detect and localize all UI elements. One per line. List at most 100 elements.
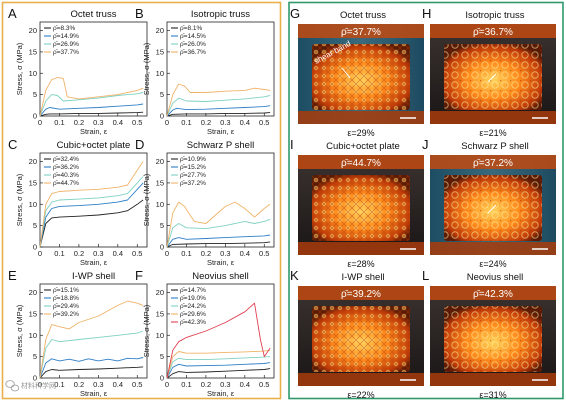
density-label: ρ̄=37.7% (341, 27, 381, 38)
y-tick-label: 10 (156, 200, 164, 209)
legend-entry: ρ̄=14.5% (180, 33, 206, 40)
series-line (166, 105, 271, 117)
x-tick-label: 0.4 (240, 249, 250, 258)
x-tick-label: 0 (165, 118, 169, 127)
legend-entry: ρ̄=15.2% (180, 164, 206, 171)
y-tick-label: 10 (29, 200, 37, 209)
y-tick-label: 0 (160, 112, 164, 121)
legend-entry: ρ̄=14.7% (180, 287, 206, 294)
chart-e: E I-WP shell 0 5 10 15 20 0 0.1 0.2 0.3 0.4 0.5 Strai… (8, 268, 148, 398)
x-axis-label: Strain, ε (207, 389, 235, 398)
legend-entry: ρ̄=19.0% (180, 295, 206, 302)
x-tick-label: 0.1 (181, 249, 191, 258)
x-tick-label: 0.4 (113, 380, 123, 389)
series-line (166, 234, 271, 248)
photo-panel-h: H Isotropic truss ρ̄=36.7% ε=21% (422, 6, 556, 138)
x-tick-label: 0.4 (113, 249, 123, 258)
y-tick-label: 20 (156, 288, 164, 297)
chart-c: C Cubic+octet plate 0 5 10 15 20 0 0.1 0.2 0.3 0.4 0… (8, 137, 148, 267)
panel-label: L (422, 268, 429, 283)
chart-title: I-WP shell (72, 271, 115, 282)
series-line (39, 199, 144, 248)
y-axis-label: Stress, σ (MPa) (142, 173, 151, 226)
lattice-specimen-photo (298, 24, 424, 124)
x-tick-label: 0.1 (54, 249, 64, 258)
density-label: ρ̄=39.2% (341, 289, 381, 300)
y-tick-label: 10 (156, 69, 164, 78)
chart-d: D Schwarz P shell 0 5 10 15 20 0 0.1 0.2 0.3 0.4 0.5… (135, 137, 275, 267)
annotation-arrow (487, 204, 497, 214)
series-line (39, 111, 144, 117)
density-label: ρ̄=37.2% (473, 158, 513, 169)
y-tick-label: 15 (29, 310, 37, 319)
lattice-specimen-photo (430, 24, 556, 124)
photo-panel-i: I Cubic+octet plate ρ̄=44.7% ε=28% (290, 137, 424, 269)
chart-title: Schwarz P shell (187, 140, 254, 151)
y-tick-label: 20 (156, 26, 164, 35)
legend-entry: ρ̄=26.0% (180, 41, 206, 48)
legend-entry: ρ̄=8.3% (53, 25, 76, 32)
legend-entry: ρ̄=40.3% (53, 172, 79, 179)
y-tick-label: 0 (33, 374, 37, 383)
strain-caption: ε=21% (479, 128, 506, 138)
photo-title: I-WP shell (341, 272, 384, 283)
x-axis-label: Strain, ε (207, 127, 235, 136)
density-label: ρ̄=44.7% (341, 158, 381, 169)
x-tick-label: 0 (38, 118, 42, 127)
series-line (166, 368, 271, 379)
lattice-specimen-photo (430, 155, 556, 255)
series-line (39, 300, 144, 379)
strain-caption: ε=29% (347, 128, 374, 138)
chart-title: Isotropic truss (191, 9, 250, 20)
series-line (166, 349, 271, 379)
series-line (166, 83, 271, 117)
legend-entry: ρ̄=15.1% (53, 287, 79, 294)
panel-label: A (8, 6, 17, 21)
x-axis-label: Strain, ε (80, 127, 108, 136)
y-tick-label: 0 (33, 112, 37, 121)
series-line (166, 218, 271, 248)
legend-entry: ρ̄=36.7% (180, 49, 206, 56)
x-tick-label: 0 (38, 249, 42, 258)
legend-entry: ρ̄=10.9% (180, 156, 206, 163)
watermark-text: 材料科学网 (21, 381, 56, 390)
y-tick-label: 0 (160, 243, 164, 252)
stress-strain-charts: A Octet truss 0 5 10 15 20 0 0.1 0.2 0.3 0.4 0.5 Stra… (8, 6, 275, 398)
lattice-specimen-photo (298, 155, 424, 255)
y-tick-label: 0 (33, 243, 37, 252)
y-axis-label: Stress, σ (MPa) (15, 42, 24, 95)
y-axis-label: Stress, σ (MPa) (15, 304, 24, 357)
y-tick-label: 5 (160, 352, 164, 361)
y-tick-label: 5 (33, 352, 37, 361)
legend-entry: ρ̄=24.2% (180, 303, 206, 310)
watermark: 材料科学网 (5, 380, 56, 392)
x-tick-label: 0.3 (93, 118, 103, 127)
x-tick-label: 0.2 (201, 118, 211, 127)
lattice-specimen-photo (298, 286, 424, 386)
y-tick-label: 10 (156, 331, 164, 340)
panel-label: F (135, 268, 143, 283)
lattice-specimen-photo (430, 286, 556, 386)
left-panel-frame (1, 1, 282, 400)
x-axis-label: Strain, ε (80, 389, 108, 398)
strain-caption: ε=22% (347, 390, 374, 400)
y-tick-label: 15 (156, 48, 164, 57)
density-label: ρ̄=42.3% (473, 289, 513, 300)
series-line (39, 77, 144, 117)
y-tick-label: 15 (29, 179, 37, 188)
wechat-logo-icon (5, 380, 20, 392)
photo-panel-k: K I-WP shell ρ̄=39.2% ε=22% (290, 268, 424, 400)
legend-entry: ρ̄=37.2% (180, 180, 206, 187)
axes-box (39, 283, 148, 379)
x-tick-label: 0 (38, 380, 42, 389)
panel-label: B (135, 6, 144, 21)
legend-entry: ρ̄=32.4% (53, 156, 79, 163)
panel-label: K (290, 268, 299, 283)
legend-entry: ρ̄=29.6% (180, 311, 206, 318)
x-tick-label: 0.2 (74, 249, 84, 258)
legend-entry: ρ̄=8.1% (180, 25, 203, 32)
series-line (39, 182, 144, 248)
y-tick-label: 15 (156, 179, 164, 188)
series-line (39, 161, 144, 248)
